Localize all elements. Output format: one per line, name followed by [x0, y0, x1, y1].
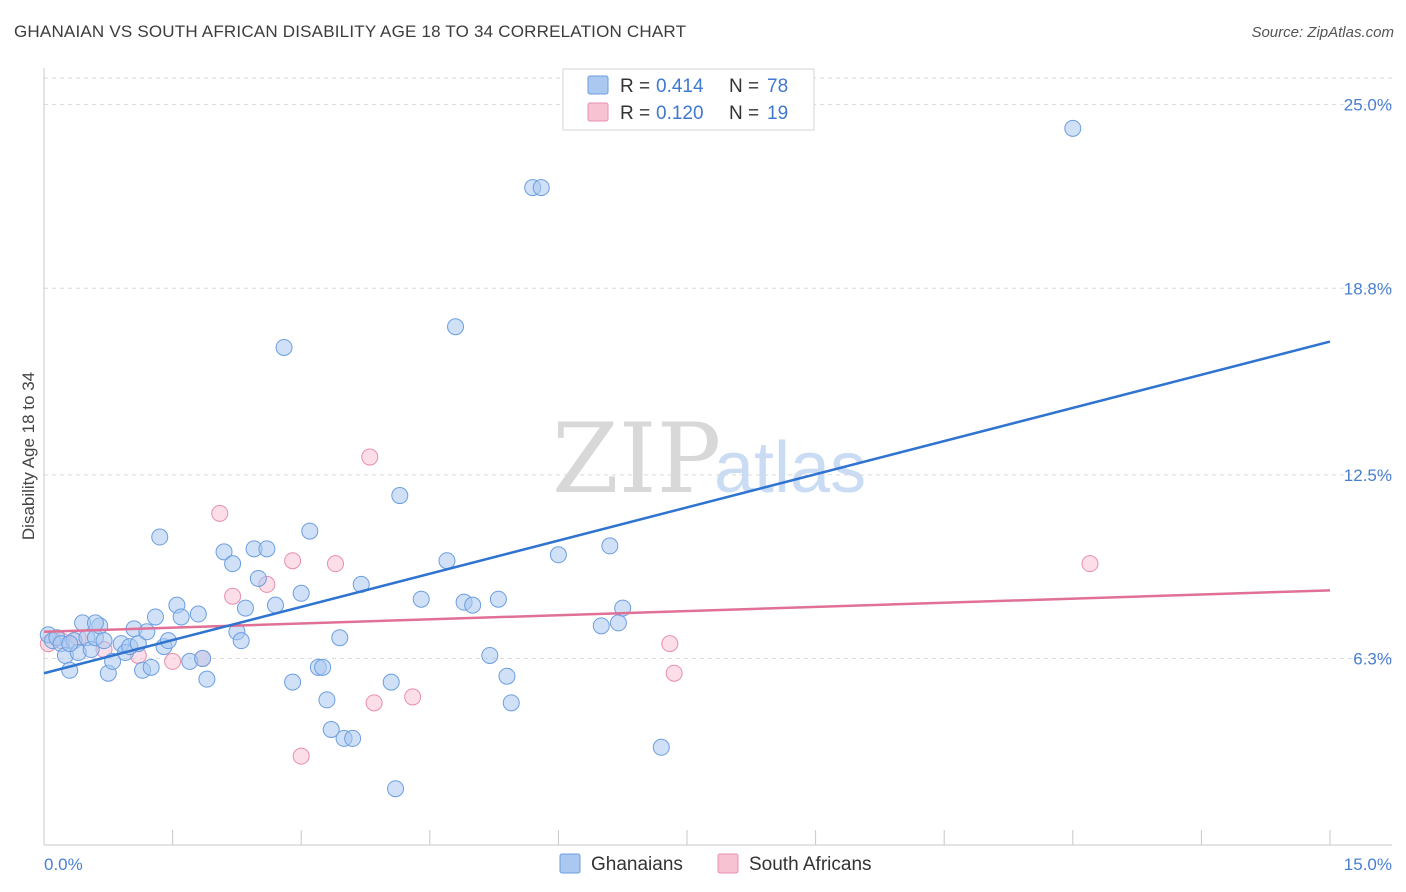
ghanaian-point — [532, 179, 550, 197]
south-africans-trend-line — [43, 589, 1331, 634]
x-tick-label: 15.0% — [1344, 855, 1392, 874]
y-tick-labels: 6.3% 12.5% 18.8% 25.0% — [1344, 96, 1392, 669]
ghanaian-point — [549, 546, 567, 564]
bottom-legend-swatch-ghanaians — [559, 853, 581, 874]
legend-n-value: 78 — [767, 76, 788, 97]
south-african-point — [292, 747, 310, 765]
legend-swatch-south-africans — [587, 102, 609, 122]
south-african-point — [404, 688, 422, 706]
axes — [43, 68, 1392, 846]
ghanaian-point — [284, 673, 302, 691]
ghanaian-point — [189, 605, 207, 623]
ghanaian-point — [318, 691, 336, 709]
ghanaian-point — [301, 522, 319, 540]
watermark: ZIP atlas — [552, 403, 866, 515]
gridlines — [44, 77, 1392, 659]
x-tick-labels: 0.0% 15.0% — [44, 855, 1392, 874]
ghanaian-point — [172, 608, 190, 626]
ghanaian-point — [382, 673, 400, 691]
south-african-point — [164, 652, 182, 670]
legend-r-label: R = — [620, 103, 650, 124]
south-african-point — [665, 664, 683, 682]
ghanaian-point — [249, 569, 267, 587]
ghanaian-point — [502, 694, 520, 712]
ghanaian-point — [146, 608, 164, 626]
ghanaian-point — [292, 584, 310, 602]
south-african-point — [284, 552, 302, 570]
ghanaian-point — [652, 738, 670, 756]
legend: R = 0.414 N = 78 R = 0.120 N = 19 — [562, 68, 815, 131]
y-axis-label: Disability Age 18 to 34 — [19, 372, 38, 540]
ghanaian-point — [86, 614, 104, 632]
legend-r-value: 0.414 — [656, 76, 704, 97]
legend-r-value: 0.120 — [656, 103, 704, 124]
bottom-legend-south-africans: South Africans — [749, 854, 872, 875]
legend-r-label: R = — [620, 76, 650, 97]
ghanaian-point — [215, 543, 233, 561]
ghanaian-point — [498, 667, 516, 685]
ghanaian-point — [481, 646, 499, 664]
ghanaian-point — [592, 617, 610, 635]
south-african-point — [326, 555, 344, 573]
y-tick-label: 12.5% — [1344, 466, 1392, 485]
y-tick-label: 18.8% — [1344, 279, 1392, 298]
bottom-legend-swatch-south-africans — [717, 853, 739, 874]
ghanaian-point — [344, 729, 362, 747]
x-tick-label: 0.0% — [44, 855, 83, 874]
ghanaian-point — [236, 599, 254, 617]
ghanaian-point — [266, 596, 284, 614]
bottom-legend-ghanaians: Ghanaians — [591, 854, 683, 875]
ghanaian-point — [275, 338, 293, 356]
ghanaian-point — [314, 658, 332, 676]
ghanaian-point — [601, 537, 619, 555]
ghanaian-point — [322, 721, 340, 739]
ghanaian-point — [391, 487, 409, 505]
ghanaian-point — [151, 528, 169, 546]
legend-n-label: N = — [729, 76, 759, 97]
south-african-point — [361, 448, 379, 466]
ghanaians-trend-line — [43, 340, 1331, 675]
legend-swatch-ghanaians — [587, 75, 609, 95]
bottom-legend: Ghanaians South Africans — [559, 853, 872, 875]
legend-n-value: 19 — [767, 103, 788, 124]
south-african-point — [211, 504, 229, 522]
ghanaian-point — [387, 780, 405, 798]
ghanaian-point — [331, 629, 349, 647]
ghanaian-point — [95, 632, 113, 650]
trend-lines — [43, 340, 1331, 675]
ghanaian-point — [232, 632, 250, 650]
ghanaian-point — [138, 623, 156, 641]
south-african-point — [224, 587, 242, 605]
ghanaian-point — [609, 614, 627, 632]
ghanaian-point — [1064, 119, 1082, 137]
ghanaian-point — [258, 540, 276, 558]
ghanaian-point — [464, 596, 482, 614]
y-tick-label: 25.0% — [1344, 96, 1392, 115]
south-african-point — [365, 694, 383, 712]
ghanaian-point — [447, 318, 465, 336]
ghanaian-point — [142, 658, 160, 676]
ghanaian-point — [438, 552, 456, 570]
source-credit: Source: ZipAtlas.com — [1251, 24, 1394, 41]
y-tick-label: 6.3% — [1353, 649, 1392, 668]
ghanaian-point — [412, 590, 430, 608]
ghanaian-point — [61, 635, 79, 653]
ghanaian-point — [194, 649, 212, 667]
ghanaian-point — [489, 590, 507, 608]
south-african-point — [1081, 555, 1099, 573]
chart-title: GHANAIAN VS SOUTH AFRICAN DISABILITY AGE… — [14, 22, 687, 41]
ghanaian-point — [198, 670, 216, 688]
watermark-zip: ZIP — [552, 403, 721, 515]
legend-n-label: N = — [729, 103, 759, 124]
ghanaian-point — [224, 555, 242, 573]
south-african-point — [661, 635, 679, 653]
